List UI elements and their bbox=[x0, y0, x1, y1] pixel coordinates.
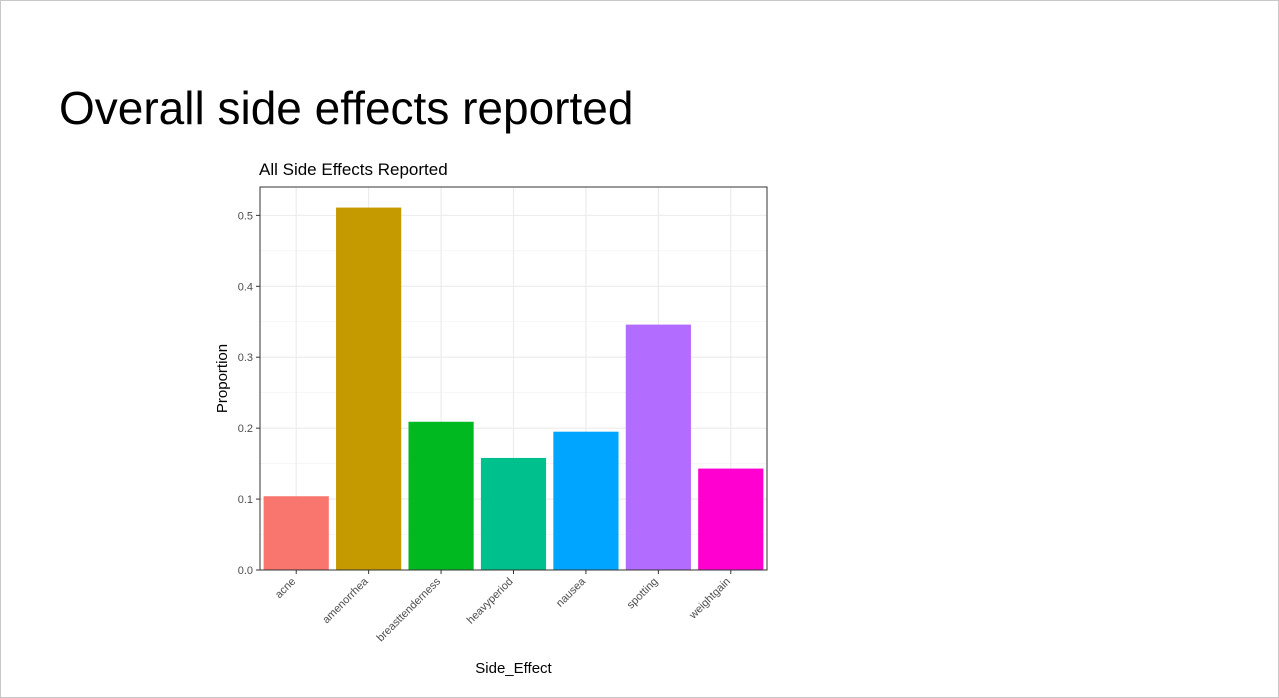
bar-amenorrhea bbox=[336, 207, 402, 570]
bar-nausea bbox=[553, 431, 619, 570]
bar-heavyperiod bbox=[480, 457, 547, 570]
bar-chart: 0.0 0.1 0.2 0.3 0.4 0.5 acne amenorrhea breastte… bbox=[214, 160, 768, 677]
x-tick-label: acne bbox=[273, 576, 298, 601]
x-tick-label: spotting bbox=[625, 576, 661, 612]
x-tick-label: heavyperiod bbox=[465, 576, 516, 627]
x-tick-label: amenorrhea bbox=[320, 575, 371, 626]
y-tick-label: 0.1 bbox=[238, 494, 253, 506]
bar-spotting bbox=[625, 324, 691, 570]
chart-title: All Side Effects Reported bbox=[259, 160, 448, 179]
y-tick-label: 0.2 bbox=[238, 423, 253, 435]
x-tick-label: weightgain bbox=[687, 576, 733, 622]
x-tick-label: breasttenderness bbox=[375, 575, 444, 644]
slide-title: Overall side effects reported bbox=[59, 82, 634, 134]
y-tick-label: 0.0 bbox=[238, 565, 253, 577]
y-tick-label: 0.5 bbox=[238, 210, 253, 222]
y-tick-label: 0.4 bbox=[238, 281, 253, 293]
y-tick-label: 0.3 bbox=[238, 352, 253, 364]
bar-weightgain bbox=[698, 468, 764, 570]
bar-acne bbox=[263, 496, 329, 570]
x-tick-label: nausea bbox=[554, 575, 589, 610]
x-axis-label: Side_Effect bbox=[475, 660, 552, 677]
bar-breasttenderness bbox=[408, 421, 474, 570]
y-axis-label: Proportion bbox=[214, 344, 231, 413]
